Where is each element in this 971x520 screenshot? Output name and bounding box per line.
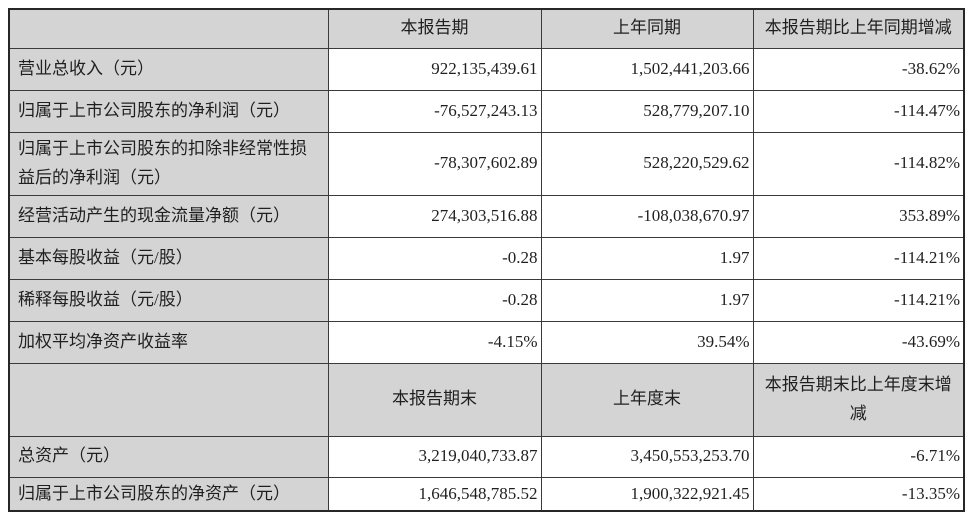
row-current-value: 3,219,040,733.87	[327, 435, 542, 478]
row-label: 基本每股收益（元/股）	[8, 236, 329, 280]
table-row-weighted-avg-roe: 加权平均净资产收益率 -4.15% 39.54% -43.69%	[8, 320, 965, 364]
table-row-total-revenue: 营业总收入（元） 922,135,439.61 1,502,441,203.66…	[8, 47, 965, 91]
table-row-net-assets: 归属于上市公司股东的净资产（元） 1,646,548,785.52 1,900,…	[8, 476, 965, 512]
row-change-value: -114.21%	[752, 278, 965, 322]
row-prior-value: 1,502,441,203.66	[540, 47, 754, 91]
header-period-end: 本报告期末	[327, 362, 542, 437]
row-label: 总资产（元）	[8, 435, 329, 478]
header-current-period: 本报告期	[327, 8, 542, 49]
row-prior-value: 528,220,529.62	[540, 131, 754, 196]
row-label: 归属于上市公司股东的净资产（元）	[8, 476, 329, 512]
row-current-value: -4.15%	[327, 320, 542, 364]
header-prior-period: 上年同期	[540, 8, 754, 49]
row-label: 稀释每股收益（元/股）	[8, 278, 329, 322]
financial-summary-table: 本报告期 上年同期 本报告期比上年同期增减 营业总收入（元） 922,135,4…	[8, 8, 965, 513]
row-prior-value: -108,038,670.97	[540, 194, 754, 238]
row-current-value: -0.28	[327, 278, 542, 322]
row-change-value: -13.35%	[752, 476, 965, 512]
row-label: 归属于上市公司股东的净利润（元）	[8, 89, 329, 133]
row-prior-value: 528,779,207.10	[540, 89, 754, 133]
row-current-value: -78,307,602.89	[327, 131, 542, 196]
header-period-change: 本报告期比上年同期增减	[752, 8, 965, 49]
row-change-value: -43.69%	[752, 320, 965, 364]
row-current-value: 922,135,439.61	[327, 47, 542, 91]
table-row-net-profit: 归属于上市公司股东的净利润（元） -76,527,243.13 528,779,…	[8, 89, 965, 133]
row-current-value: -0.28	[327, 236, 542, 280]
row-current-value: -76,527,243.13	[327, 89, 542, 133]
table-row-operating-cash-flow: 经营活动产生的现金流量净额（元） 274,303,516.88 -108,038…	[8, 194, 965, 238]
header-prior-year-end: 上年度末	[540, 362, 754, 437]
row-prior-value: 1.97	[540, 236, 754, 280]
financial-summary: 本报告期 上年同期 本报告期比上年同期增减 营业总收入（元） 922,135,4…	[8, 8, 965, 513]
row-label: 归属于上市公司股东的扣除非经常性损益后的净利润（元）	[8, 131, 329, 196]
row-label: 加权平均净资产收益率	[8, 320, 329, 364]
header-point-change: 本报告期末比上年度末增减	[752, 362, 965, 437]
row-current-value: 1,646,548,785.52	[327, 476, 542, 512]
table-row-total-assets: 总资产（元） 3,219,040,733.87 3,450,553,253.70…	[8, 435, 965, 478]
row-current-value: 274,303,516.88	[327, 194, 542, 238]
row-prior-value: 39.54%	[540, 320, 754, 364]
row-prior-value: 3,450,553,253.70	[540, 435, 754, 478]
row-change-value: -114.47%	[752, 89, 965, 133]
row-label: 营业总收入（元）	[8, 47, 329, 91]
row-change-value: -38.62%	[752, 47, 965, 91]
row-prior-value: 1.97	[540, 278, 754, 322]
row-change-value: -114.21%	[752, 236, 965, 280]
row-change-value: -6.71%	[752, 435, 965, 478]
row-prior-value: 1,900,322,921.45	[540, 476, 754, 512]
header-empty-cell	[8, 8, 329, 49]
row-change-value: 353.89%	[752, 194, 965, 238]
row-change-value: -114.82%	[752, 131, 965, 196]
table-row-diluted-eps: 稀释每股收益（元/股） -0.28 1.97 -114.21%	[8, 278, 965, 322]
header-empty-cell	[8, 362, 329, 437]
table-header-period: 本报告期 上年同期 本报告期比上年同期增减	[8, 8, 965, 49]
table-row-net-profit-excl-nonrecurring: 归属于上市公司股东的扣除非经常性损益后的净利润（元） -78,307,602.8…	[8, 131, 965, 196]
row-label: 经营活动产生的现金流量净额（元）	[8, 194, 329, 238]
table-header-point: 本报告期末 上年度末 本报告期末比上年度末增减	[8, 362, 965, 437]
table-row-basic-eps: 基本每股收益（元/股） -0.28 1.97 -114.21%	[8, 236, 965, 280]
